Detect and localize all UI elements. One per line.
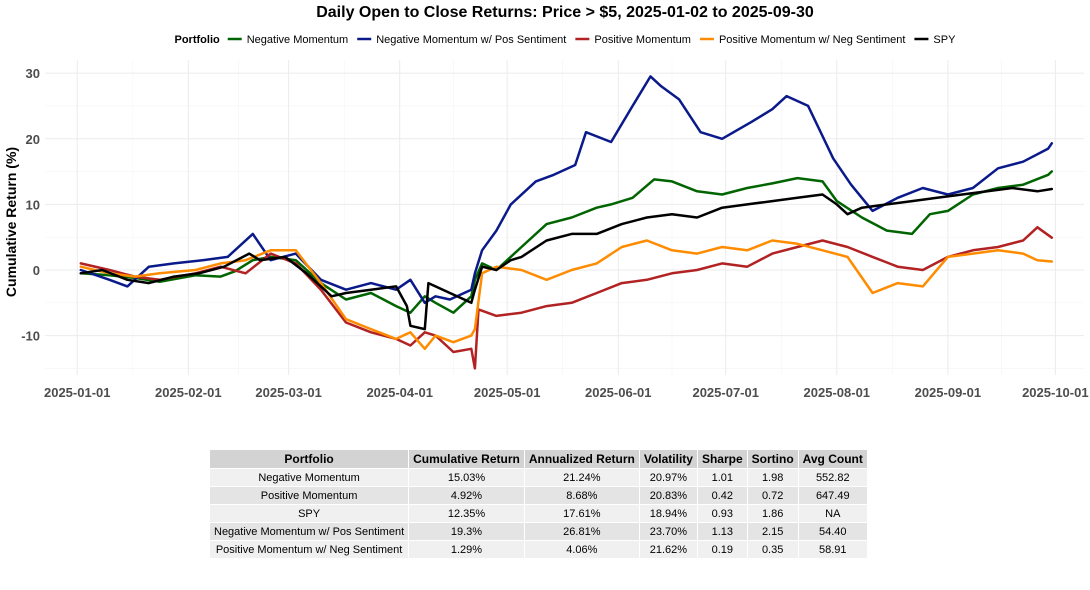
x-tick-label: 2025-03-01 [255, 385, 322, 400]
legend-title: Portfolio [175, 34, 220, 46]
table-row: SPY 12.35% 17.61% 18.94% 0.93 1.86 NA [208, 504, 868, 523]
table-cell: Negative Momentum w/ Pos Sentiment [208, 522, 410, 541]
table-cell: Negative Momentum [208, 468, 410, 487]
x-tick-label: 2025-10-01 [1022, 385, 1089, 400]
table-cell: 23.70% [638, 522, 698, 541]
y-tick-label: 20 [26, 132, 40, 147]
table-header-cell: Volatility [638, 449, 698, 469]
x-tick-label: 2025-06-01 [585, 385, 652, 400]
table-header-cell: Sortino [746, 449, 799, 469]
table-cell: 54.40 [797, 522, 868, 541]
grid [45, 60, 1084, 375]
table-cell: SPY [208, 504, 410, 523]
table-cell: 19.3% [408, 522, 525, 541]
series-line-negative-momentum-w-pos-sentiment [79, 75, 1054, 305]
y-axis-title: Cumulative Return (%) [3, 147, 19, 297]
x-tick-label: 2025-04-01 [366, 385, 433, 400]
table-cell: 0.93 [696, 504, 748, 523]
table-cell: 15.03% [408, 468, 525, 487]
series-group [79, 75, 1054, 370]
table-header-row: Portfolio Cumulative Return Annualized Ret… [208, 449, 868, 469]
x-axis: 2025-01-01 2025-02-01 2025-03-01 2025-04-01… [44, 385, 1089, 400]
table-cell: NA [797, 504, 868, 523]
table-cell: 1.86 [746, 504, 799, 523]
table-cell: 20.97% [638, 468, 698, 487]
table-cell: 0.72 [746, 486, 799, 505]
y-tick-label: 10 [26, 197, 40, 212]
table-cell: 4.06% [523, 540, 640, 559]
x-tick-label: 2025-09-01 [915, 385, 982, 400]
table-row: Negative Momentum w/ Pos Sentiment 19.3% 2… [208, 522, 868, 541]
chart-title: Daily Open to Close Returns: Price > $5,… [316, 4, 814, 21]
legend-label: Positive Momentum w/ Neg Sentiment [719, 34, 905, 46]
y-tick-label: -10 [21, 329, 40, 344]
series-line-positive-momentum-w-neg-sentiment [79, 239, 1054, 351]
table-body: Negative Momentum 15.03% 21.24% 20.97% 1.01 1… [208, 468, 868, 559]
table-cell: 21.24% [523, 468, 640, 487]
table-header-cell: Avg Count [797, 449, 868, 469]
series-line-negative-momentum [79, 170, 1054, 314]
table-cell: Positive Momentum [208, 486, 410, 505]
legend-label: Negative Momentum [247, 34, 349, 46]
y-tick-label: 0 [33, 263, 40, 278]
x-tick-label: 2025-07-01 [692, 385, 759, 400]
table-cell: 8.68% [523, 486, 640, 505]
table-cell: 21.62% [638, 540, 698, 559]
table-cell: 20.83% [638, 486, 698, 505]
legend: Portfolio Negative Momentum Negative Momen… [175, 34, 957, 46]
table-cell: 0.42 [696, 486, 748, 505]
table-cell: 58.91 [797, 540, 868, 559]
table-cell: Positive Momentum w/ Neg Sentiment [208, 540, 410, 559]
table-cell: 1.13 [696, 522, 748, 541]
y-tick-label: 30 [26, 66, 40, 81]
table-header-cell: Portfolio [208, 449, 410, 469]
table-row: Negative Momentum 15.03% 21.24% 20.97% 1.01 1… [208, 468, 868, 487]
x-tick-label: 2025-08-01 [804, 385, 871, 400]
legend-label: Positive Momentum [594, 34, 691, 46]
table-header-cell: Cumulative Return [408, 449, 525, 469]
table-cell: 17.61% [523, 504, 640, 523]
legend-label: Negative Momentum w/ Pos Sentiment [376, 34, 566, 46]
chart: Daily Open to Close Returns: Price > $5,… [3, 4, 1089, 400]
x-tick-label: 2025-02-01 [155, 385, 222, 400]
table-cell: 2.15 [746, 522, 799, 541]
table-cell: 1.01 [696, 468, 748, 487]
series-line-positive-momentum [79, 226, 1054, 370]
table-header-cell: Annualized Return [523, 449, 640, 469]
y-axis: -10 0 10 20 30 [21, 66, 40, 344]
table-header-cell: Sharpe [696, 449, 748, 469]
table-cell: 26.81% [523, 522, 640, 541]
table-row: Positive Momentum 4.92% 8.68% 20.83% 0.42 0.7… [208, 486, 868, 505]
table-cell: 12.35% [408, 504, 525, 523]
table-cell: 0.35 [746, 540, 799, 559]
series-line-spy [79, 186, 1054, 331]
table-cell: 1.29% [408, 540, 525, 559]
table-cell: 0.19 [696, 540, 748, 559]
table-cell: 1.98 [746, 468, 799, 487]
stats-table: Portfolio Cumulative Return Annualized Ret… [208, 449, 868, 559]
table-row: Positive Momentum w/ Neg Sentiment 1.29% 4… [208, 540, 868, 559]
table-cell: 552.82 [797, 468, 868, 487]
x-tick-label: 2025-01-01 [44, 385, 111, 400]
table-cell: 18.94% [638, 504, 698, 523]
table-cell: 4.92% [408, 486, 525, 505]
table-cell: 647.49 [797, 486, 868, 505]
x-tick-label: 2025-05-01 [474, 385, 541, 400]
legend-label: SPY [933, 34, 956, 46]
